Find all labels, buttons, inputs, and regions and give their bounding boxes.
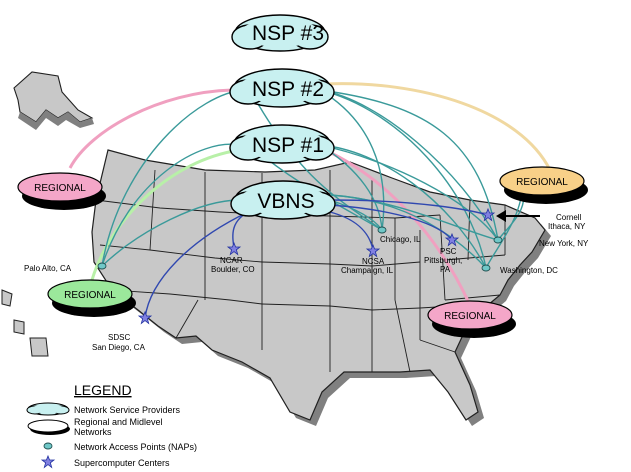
regional-links: [68, 82, 552, 306]
label-chicago: Chicago, IL: [380, 235, 421, 244]
site-labels: Palo Alto, CA NCAR Boulder, CO SDSC San …: [24, 213, 589, 352]
label-cornell-2: Ithaca, NY: [548, 222, 586, 231]
legend-cloud-icon: [26, 402, 70, 416]
regional-northwest: REGIONAL: [17, 172, 106, 210]
nap-dot-washington: [481, 264, 491, 272]
nap-dot-new-york: [493, 236, 503, 244]
legend-regional-2: Networks: [74, 427, 112, 437]
legend-supercomputers: Supercomputer Centers: [74, 458, 170, 468]
regional-west-label: REGIONAL: [64, 290, 116, 301]
vbns-label: VBNS: [257, 190, 314, 213]
nsp2-cloud: NSP #2: [229, 68, 335, 108]
regional-west: REGIONAL: [47, 279, 136, 317]
label-psc-3: PA: [440, 265, 451, 274]
cornell-arrow-icon: [496, 210, 540, 222]
regional-northwest-label: REGIONAL: [34, 183, 86, 194]
legend-naps: Network Access Points (NAPs): [74, 442, 197, 452]
legend-star-icon: [41, 455, 55, 468]
legend-regional-1: Regional and Midlevel: [74, 417, 163, 427]
label-psc-1: PSC: [440, 247, 457, 256]
alaska-shadow: [18, 110, 94, 130]
nsp3-cloud: NSP #3: [231, 14, 329, 52]
nsp1-cloud: NSP #1: [229, 124, 335, 164]
legend-nap-dot-icon: [43, 442, 53, 450]
nap-dot-chicago: [377, 226, 387, 234]
legend-nsp: Network Service Providers: [74, 405, 181, 415]
label-ncsa-2: Champaign, IL: [341, 266, 394, 275]
green-link-west: [90, 148, 241, 281]
label-washington: Washington, DC: [500, 266, 558, 275]
nsp1-label: NSP #1: [252, 134, 324, 157]
regional-southeast: REGIONAL: [427, 300, 516, 338]
label-palo-alto: Palo Alto, CA: [24, 264, 72, 273]
label-ncar-1: NCAR: [220, 256, 243, 265]
nsp3-label: NSP #3: [252, 22, 324, 45]
label-sdsc-2: San Diego, CA: [92, 343, 146, 352]
label-new-york: New York, NY: [539, 239, 589, 248]
regional-northeast: REGIONAL: [499, 166, 588, 204]
nap-dots: [97, 226, 503, 272]
nap-dot-palo-alto: [97, 262, 107, 270]
label-psc-2: Pittsburgh,: [424, 256, 462, 265]
regional-northeast-label: REGIONAL: [516, 177, 568, 188]
regional-southeast-label: REGIONAL: [444, 311, 496, 322]
alaska: [13, 71, 94, 123]
vbns-cloud: VBNS: [230, 180, 336, 220]
label-ncsa-1: NCSA: [362, 257, 385, 266]
legend: LEGEND Network Service Providers Regiona…: [26, 382, 197, 468]
hawaii: [1, 289, 49, 357]
label-sdsc-1: SDSC: [108, 333, 130, 342]
pink-link-northwest: [68, 88, 233, 169]
orange-link-northeast: [324, 82, 552, 171]
nsp2-label: NSP #2: [252, 78, 324, 101]
label-ncar-2: Boulder, CO: [211, 265, 255, 274]
label-cornell-1: Cornell: [556, 213, 582, 222]
legend-ellipse-icon: [27, 419, 70, 435]
legend-title: LEGEND: [74, 382, 132, 398]
